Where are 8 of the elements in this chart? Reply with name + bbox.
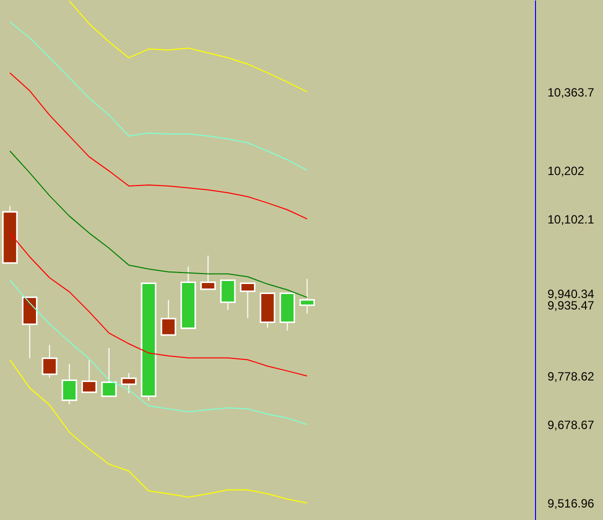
y-tick-label: 9,940.34 bbox=[548, 286, 595, 301]
y-tick-label: 9,935.47 bbox=[548, 298, 595, 312]
y-tick-label: 9,778.62 bbox=[548, 369, 595, 384]
y-tick-label: 9,678.67 bbox=[548, 418, 595, 432]
y-tick-label: 9,516.96 bbox=[548, 496, 595, 511]
y-tick-label: 10,202 bbox=[548, 164, 585, 178]
y-tick-label: 10,102.1 bbox=[548, 212, 595, 226]
y-tick-label: 10,363.7 bbox=[548, 85, 595, 100]
